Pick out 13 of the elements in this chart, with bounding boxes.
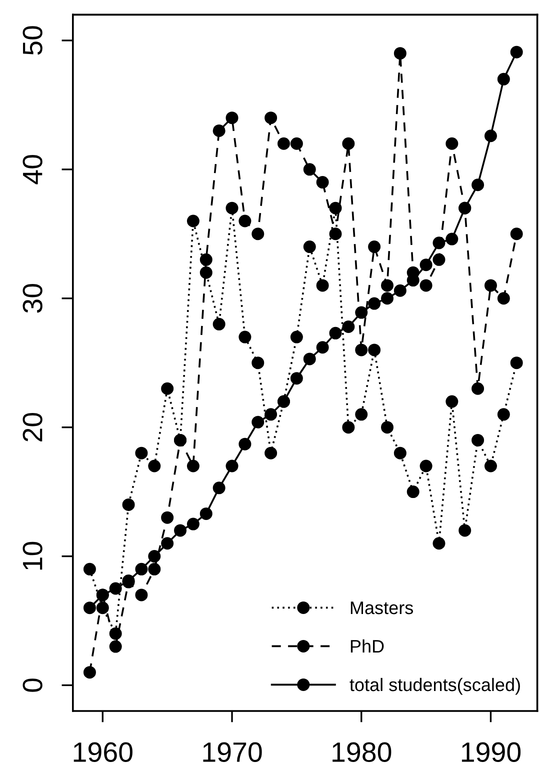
y-tick-label: 10 <box>22 542 42 570</box>
x-tick-label: 1970 <box>203 742 262 762</box>
y-tick-label: 0 <box>22 678 42 692</box>
y-tick-label: 20 <box>22 412 42 442</box>
legend-label: Masters <box>350 602 414 614</box>
x-tick-label: 1990 <box>462 742 521 762</box>
y-tick-label: 40 <box>22 155 42 184</box>
legend-label: total students(scaled) <box>350 678 520 695</box>
legend-label: PhD <box>350 639 384 653</box>
x-tick-label: 1980 <box>332 742 392 762</box>
x-tick-label: 1960 <box>74 742 132 762</box>
y-tick-label: 30 <box>22 284 42 313</box>
y-tick-label: 50 <box>22 26 42 55</box>
